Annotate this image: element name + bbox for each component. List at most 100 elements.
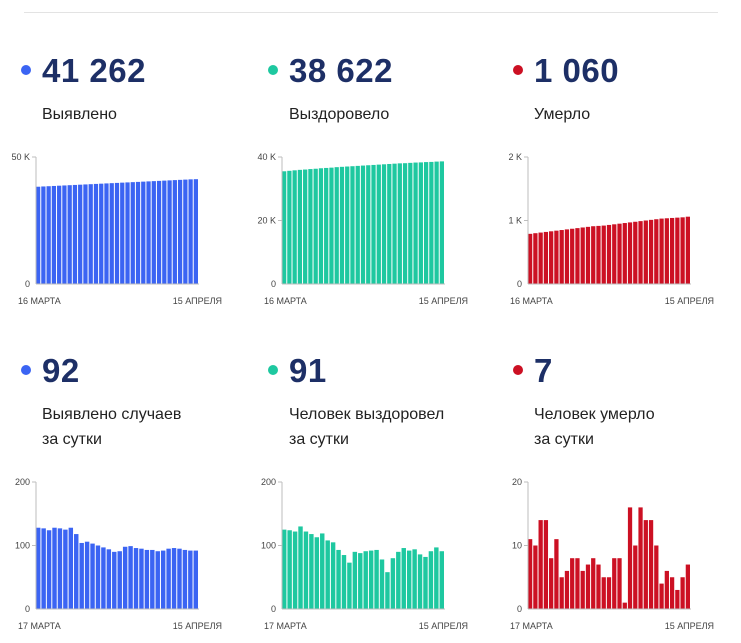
bar (648, 219, 654, 284)
bar (627, 507, 633, 609)
bar (591, 226, 596, 284)
bar (538, 520, 543, 609)
bar (580, 570, 585, 609)
bar (664, 570, 669, 609)
bar (543, 231, 549, 284)
bar (72, 184, 78, 284)
bar (355, 165, 360, 284)
bar (303, 169, 308, 284)
bar (543, 520, 549, 609)
bar (659, 583, 664, 609)
bar (133, 548, 139, 609)
bar (139, 548, 144, 609)
bar (120, 182, 125, 284)
bar (402, 163, 408, 284)
stat-value: 41 262 (42, 52, 146, 89)
bar (643, 520, 648, 609)
x-end-label: 15 АПРЕЛЯ (419, 621, 468, 631)
bar (347, 562, 352, 609)
chart-recovered-total: 0 20 K 40 K 16 МАРТА 15 АПРЕЛЯ (257, 152, 468, 306)
bar (130, 182, 135, 284)
bar (320, 533, 325, 609)
bar (580, 227, 585, 284)
bar (151, 181, 156, 284)
bar (680, 217, 685, 284)
bar (101, 547, 106, 609)
bar (413, 162, 418, 284)
y-tick-label: 0 (517, 279, 522, 289)
bar (334, 167, 339, 284)
bar (78, 184, 83, 284)
bar (287, 530, 292, 609)
bar (122, 546, 128, 609)
bar (162, 180, 167, 284)
bar (318, 168, 324, 284)
bar (287, 170, 292, 284)
y-tick-label: 200 (15, 477, 30, 487)
bar (146, 181, 151, 284)
bar (339, 166, 345, 284)
bar (171, 548, 177, 609)
died-daily-dot-icon (513, 365, 523, 375)
bar (166, 548, 171, 609)
bar (84, 541, 90, 609)
bar (654, 545, 659, 609)
bar (633, 221, 638, 284)
bar (329, 167, 334, 284)
bar (62, 185, 67, 284)
bar (418, 162, 423, 284)
bar (188, 550, 193, 609)
bar (549, 231, 554, 284)
bar (144, 549, 150, 609)
y-tick-label: 1 K (508, 216, 522, 226)
bar (434, 547, 439, 609)
y-tick-label: 20 K (257, 216, 276, 226)
bar (575, 228, 580, 284)
bar (606, 577, 612, 609)
stat-label: Выявлено случаев (42, 406, 182, 423)
bar (345, 166, 350, 284)
chart-died-total: 0 1 K 2 K 16 МАРТА 15 АПРЕЛЯ (508, 152, 714, 306)
stat-label-line-2: за сутки (289, 431, 349, 448)
bar (638, 507, 643, 609)
bar (68, 527, 74, 609)
bar (390, 558, 396, 609)
bar (117, 551, 122, 609)
bar (95, 545, 101, 609)
stat-value: 7 (534, 352, 553, 389)
bar (434, 161, 439, 284)
bar (554, 230, 559, 284)
y-tick-label: 40 K (257, 152, 276, 162)
bar (341, 555, 347, 609)
bar (612, 224, 617, 284)
bar (528, 233, 533, 284)
bar (417, 554, 423, 609)
bar (360, 165, 366, 284)
bar (669, 217, 675, 284)
bar (659, 218, 664, 284)
bar (397, 163, 402, 284)
bar (112, 551, 117, 609)
bar (591, 558, 596, 609)
bar (51, 185, 57, 284)
bar (188, 179, 193, 284)
bar (57, 528, 63, 609)
bar (41, 186, 46, 284)
bar (381, 164, 387, 284)
bar (67, 185, 72, 284)
bar (643, 220, 648, 284)
bar (128, 546, 133, 609)
bar (303, 531, 309, 609)
bar (570, 228, 575, 284)
bar (374, 549, 379, 609)
bar (428, 551, 434, 609)
bar (36, 527, 41, 609)
bar (135, 181, 141, 284)
y-tick-label: 0 (25, 279, 30, 289)
stat-label-line-2: за сутки (42, 431, 102, 448)
bar (412, 549, 417, 609)
bar (292, 531, 298, 609)
y-tick-label: 20 (512, 477, 522, 487)
x-start-label: 16 МАРТА (18, 296, 61, 306)
top-divider (24, 12, 718, 13)
